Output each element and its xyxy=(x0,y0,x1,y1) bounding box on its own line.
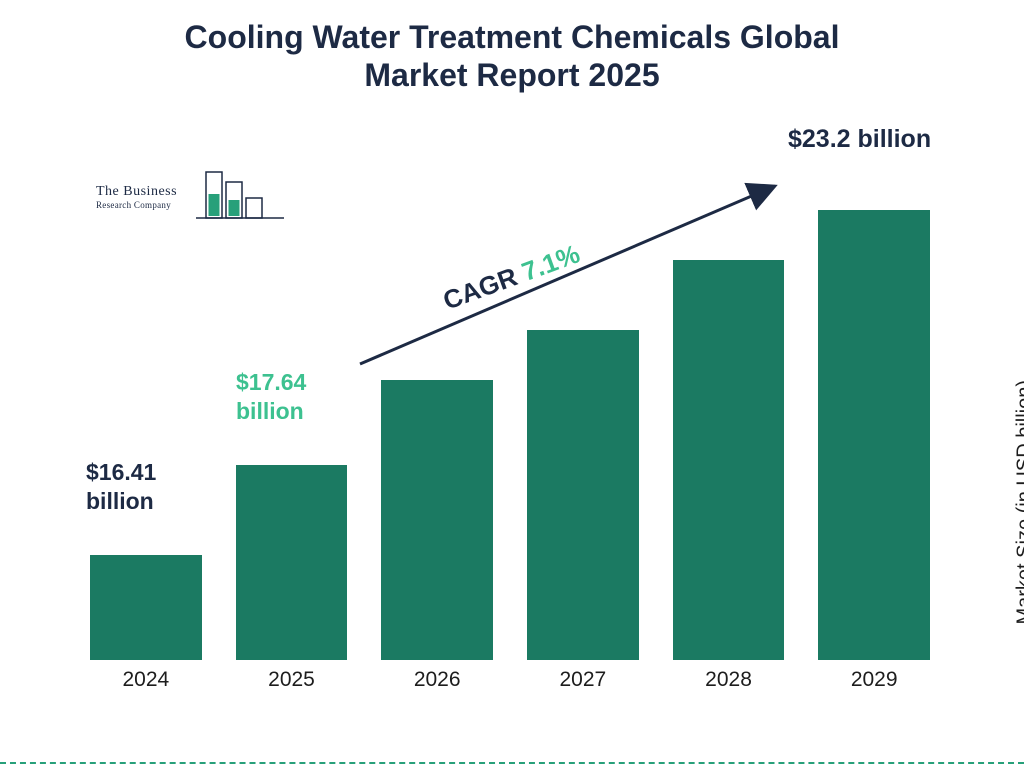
chart-title-line2: Market Report 2025 xyxy=(0,56,1024,94)
x-axis-label: 2027 xyxy=(527,668,639,700)
bar xyxy=(527,330,639,660)
x-axis-labels: 2024 2025 2026 2027 2028 2029 xyxy=(90,668,930,700)
bars-container xyxy=(90,160,930,660)
bar xyxy=(90,555,202,660)
bottom-divider xyxy=(0,762,1024,764)
x-axis-label: 2025 xyxy=(236,668,348,700)
value-label: $23.2 billion xyxy=(788,124,931,155)
x-axis-label: 2029 xyxy=(818,668,930,700)
chart-title-line1: Cooling Water Treatment Chemicals Global xyxy=(0,18,1024,56)
bar xyxy=(673,260,785,660)
page: Cooling Water Treatment Chemicals Global… xyxy=(0,0,1024,768)
value-label: $16.41billion xyxy=(86,458,156,516)
bar xyxy=(236,465,348,660)
value-label-line: billion xyxy=(236,397,306,426)
value-label-line: $16.41 xyxy=(86,458,156,487)
value-label: $17.64billion xyxy=(236,368,306,426)
y-axis-label: Market Size (in USD billion) xyxy=(1014,380,1024,625)
x-axis-label: 2024 xyxy=(90,668,202,700)
chart-title: Cooling Water Treatment Chemicals Global… xyxy=(0,18,1024,95)
bar xyxy=(381,380,493,660)
value-label-line: billion xyxy=(86,487,156,516)
bar-chart: 2024 2025 2026 2027 2028 2029 xyxy=(90,160,930,700)
value-label-line: $23.2 billion xyxy=(788,124,931,155)
value-label-line: $17.64 xyxy=(236,368,306,397)
x-axis-label: 2028 xyxy=(673,668,785,700)
x-axis-label: 2026 xyxy=(381,668,493,700)
bar xyxy=(818,210,930,660)
